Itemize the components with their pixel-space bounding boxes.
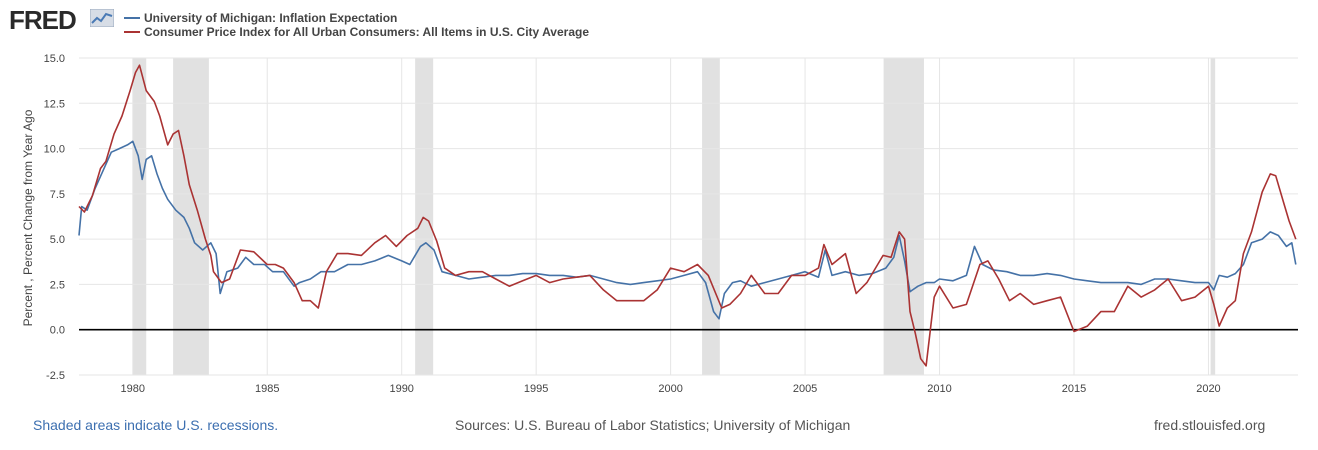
y-tick-label: 5.0 xyxy=(50,234,65,246)
x-tick-label: 2010 xyxy=(927,383,951,395)
plot-area xyxy=(79,58,1298,375)
x-tick-label: 1985 xyxy=(255,383,279,395)
legend-item-michigan[interactable]: University of Michigan: Inflation Expect… xyxy=(124,11,589,25)
y-tick-label: -2.5 xyxy=(46,370,65,382)
series-line-cpi xyxy=(78,64,1297,367)
sources-text: Sources: U.S. Bureau of Labor Statistics… xyxy=(455,417,851,433)
y-tick-label: 10.0 xyxy=(44,144,65,156)
x-tick-label: 1990 xyxy=(389,383,413,395)
legend-swatch-michigan xyxy=(124,17,140,19)
fred-logo[interactable]: FRED xyxy=(9,5,77,35)
legend-label-cpi: Consumer Price Index for All Urban Consu… xyxy=(144,25,589,39)
x-tick-label: 2005 xyxy=(793,383,817,395)
y-tick-label: 7.5 xyxy=(50,189,65,201)
x-tick-label: 2000 xyxy=(658,383,682,395)
site-url[interactable]: fred.stlouisfed.org xyxy=(1154,417,1266,433)
x-tick-label: 2015 xyxy=(1062,383,1086,395)
recession-band xyxy=(702,58,720,375)
recession-band xyxy=(415,58,434,375)
chart-legend: University of Michigan: Inflation Expect… xyxy=(124,11,589,39)
x-tick-label: 2020 xyxy=(1196,383,1220,395)
fred-graph-icon xyxy=(90,9,114,27)
y-tick-label: 12.5 xyxy=(44,98,65,110)
recession-band xyxy=(173,58,209,375)
x-tick-label: 1995 xyxy=(524,383,548,395)
x-tick-label: 1980 xyxy=(121,383,145,395)
legend-item-cpi[interactable]: Consumer Price Index for All Urban Consu… xyxy=(124,25,589,39)
y-tick-label: 15.0 xyxy=(44,53,65,65)
y-tick-label: 0.0 xyxy=(50,325,65,337)
legend-swatch-cpi xyxy=(124,31,140,33)
y-tick-label: 2.5 xyxy=(50,279,65,291)
recession-band xyxy=(883,58,924,375)
legend-label-michigan: University of Michigan: Inflation Expect… xyxy=(144,11,398,25)
recession-band xyxy=(132,58,147,375)
recession-note[interactable]: Shaded areas indicate U.S. recessions. xyxy=(33,417,279,433)
recession-band xyxy=(1210,58,1216,375)
